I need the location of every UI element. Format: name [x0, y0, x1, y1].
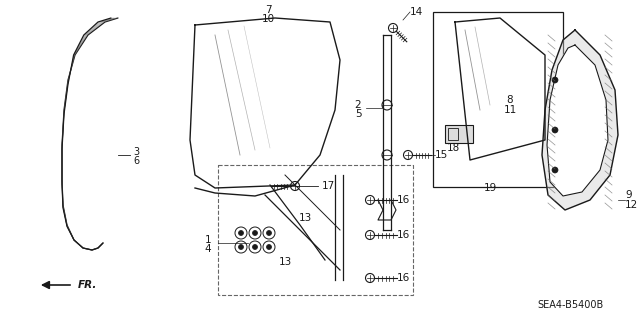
Text: 13: 13 — [298, 213, 312, 223]
Text: 6: 6 — [133, 156, 139, 166]
Circle shape — [552, 77, 558, 83]
Circle shape — [239, 244, 243, 249]
Circle shape — [253, 244, 257, 249]
Text: 5: 5 — [355, 109, 362, 119]
Bar — [433, 12, 563, 187]
Circle shape — [266, 231, 271, 235]
Bar — [218, 165, 413, 295]
Circle shape — [552, 127, 558, 133]
Text: 10: 10 — [261, 14, 275, 24]
Text: 16: 16 — [397, 195, 410, 205]
Text: 2: 2 — [355, 100, 362, 110]
Text: 4: 4 — [205, 244, 211, 254]
Polygon shape — [542, 30, 618, 210]
Circle shape — [253, 231, 257, 235]
Text: 7: 7 — [265, 5, 271, 15]
Polygon shape — [547, 45, 608, 196]
Circle shape — [239, 231, 243, 235]
Text: 19: 19 — [483, 183, 497, 193]
Text: 12: 12 — [625, 200, 638, 210]
Text: SEA4-B5400B: SEA4-B5400B — [537, 300, 603, 310]
Bar — [445, 125, 473, 143]
Text: 16: 16 — [397, 230, 410, 240]
Text: 9: 9 — [625, 190, 632, 200]
Text: 13: 13 — [278, 257, 292, 267]
Text: 8: 8 — [507, 95, 513, 105]
Text: 17: 17 — [322, 181, 335, 191]
Bar — [448, 128, 458, 140]
Circle shape — [552, 167, 558, 173]
Text: 14: 14 — [410, 7, 423, 17]
Text: 11: 11 — [504, 105, 516, 115]
Text: 1: 1 — [205, 235, 211, 245]
Text: FR.: FR. — [78, 280, 97, 290]
Circle shape — [266, 244, 271, 249]
Text: 16: 16 — [397, 273, 410, 283]
Text: 15: 15 — [435, 150, 448, 160]
Text: 3: 3 — [133, 147, 139, 157]
Text: 18: 18 — [446, 143, 460, 153]
